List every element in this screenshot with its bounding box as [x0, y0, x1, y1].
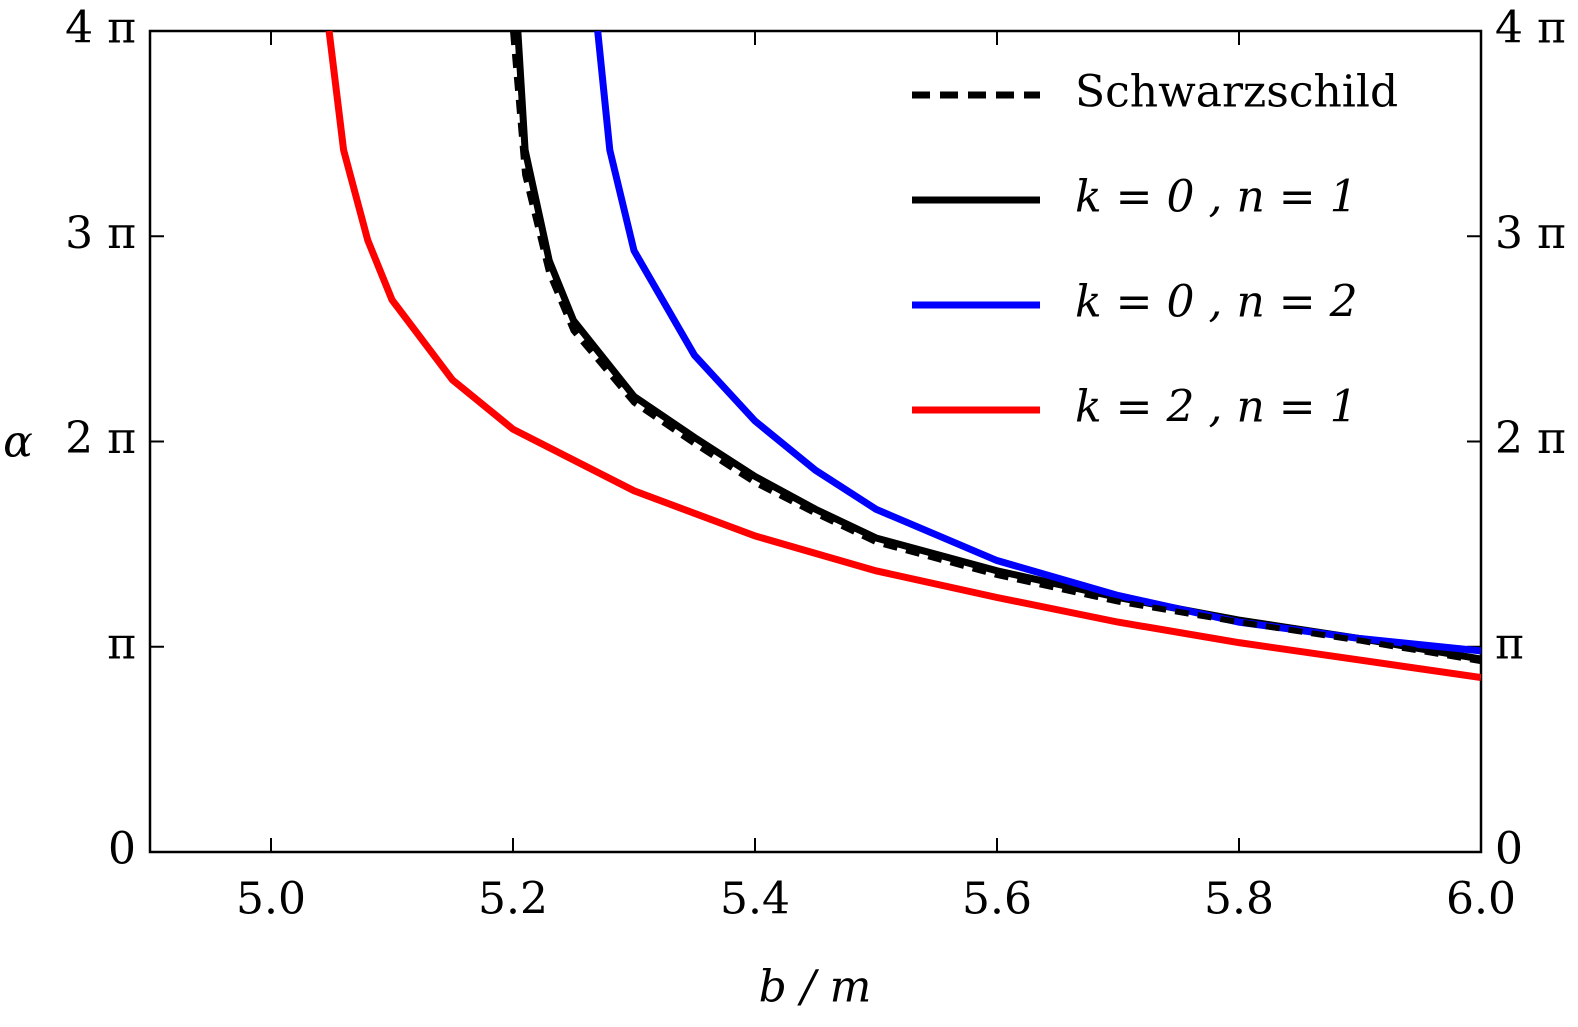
series-line	[594, 30, 1481, 655]
x-tick-label: 6.0	[1446, 874, 1516, 925]
x-tick-label: 5.2	[478, 874, 548, 925]
y-tick-label-right: 2 π	[1495, 413, 1566, 464]
y-tick-label: 3 π	[65, 208, 136, 259]
x-tick-label: 5.4	[720, 874, 790, 925]
x-axis-label: b / m	[759, 962, 872, 1013]
y-tick-label: 0	[108, 824, 136, 875]
y-axis-label: α	[3, 417, 33, 468]
y-tick-label-right: 3 π	[1495, 208, 1566, 259]
legend-label: Schwarzschild	[1075, 67, 1398, 118]
y-tick-label-right: 0	[1495, 824, 1523, 875]
series-line	[510, 30, 1481, 665]
x-tick-label: 5.6	[962, 874, 1032, 925]
legend-label: k = 0 , n = 2	[1075, 277, 1358, 328]
series-line	[325, 30, 1481, 682]
legend-label: k = 0 , n = 1	[1075, 172, 1358, 223]
y-tick-label-right: π	[1495, 618, 1524, 669]
y-tick-label: 4 π	[65, 3, 136, 54]
x-tick-label: 5.0	[236, 874, 306, 925]
y-tick-label-right: 4 π	[1495, 3, 1566, 54]
y-tick-label: 2 π	[65, 413, 136, 464]
plot-frame	[148, 29, 1483, 854]
legend-label: k = 2 , n = 1	[1075, 382, 1358, 433]
y-tick-label: π	[107, 618, 136, 669]
x-tick-label: 5.8	[1204, 874, 1274, 925]
